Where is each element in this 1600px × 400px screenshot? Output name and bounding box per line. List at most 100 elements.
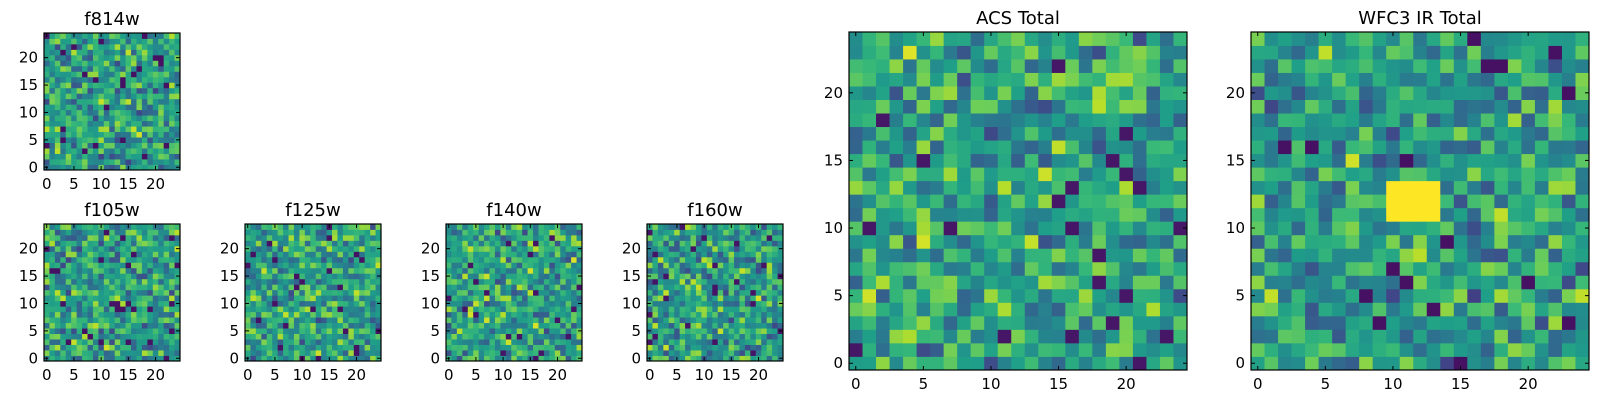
pixel-cell xyxy=(706,344,713,351)
pixel-cell xyxy=(310,350,317,356)
pixel-cell xyxy=(744,322,751,329)
pixel-cell xyxy=(467,295,474,302)
pixel-cell xyxy=(772,234,778,241)
pixel-cell xyxy=(723,273,729,280)
pixel-cell xyxy=(701,333,708,340)
pixel-cell xyxy=(1051,342,1066,357)
pixel-cell xyxy=(706,317,713,324)
pixel-cell xyxy=(657,322,664,329)
pixel-cell xyxy=(668,344,675,351)
pixel-cell xyxy=(761,344,768,351)
pixel-cell xyxy=(65,93,72,100)
pixel-cell xyxy=(152,328,159,334)
pixel-cell xyxy=(54,355,61,362)
pixel-cell xyxy=(484,344,490,351)
pixel-cell xyxy=(136,306,143,313)
pixel-cell xyxy=(876,221,890,236)
pixel-cell xyxy=(114,60,121,67)
pixel-cell xyxy=(141,38,148,45)
pixel-cell xyxy=(1119,180,1134,195)
pixel-cell xyxy=(114,120,121,127)
pixel-cell xyxy=(288,339,295,345)
pixel-cell xyxy=(364,328,371,334)
pixel-cell xyxy=(1507,221,1522,236)
pixel-cell xyxy=(739,284,746,291)
pixel-cell xyxy=(1386,329,1401,344)
pixel-cell xyxy=(1119,153,1134,168)
pixel-cell xyxy=(478,344,485,351)
pixel-cell xyxy=(1291,167,1306,182)
pixel-cell xyxy=(533,295,539,302)
pixel-cell xyxy=(728,234,735,241)
pixel-cell xyxy=(1575,59,1590,73)
pixel-cell xyxy=(1173,113,1188,128)
pixel-cell xyxy=(849,315,863,330)
pixel-cell xyxy=(49,93,56,100)
pixel-cell xyxy=(889,288,904,303)
pixel-cell xyxy=(76,350,83,356)
pixel-cell xyxy=(163,273,170,280)
pixel-cell xyxy=(353,234,360,241)
pixel-cell xyxy=(734,311,740,318)
pixel-cell xyxy=(1011,72,1026,87)
pixel-cell xyxy=(543,256,550,263)
pixel-cell xyxy=(158,245,165,252)
y-tick-label: 20 xyxy=(19,240,38,258)
pixel-cell xyxy=(125,93,132,100)
pixel-cell xyxy=(1146,248,1161,263)
pixel-cell xyxy=(359,240,366,247)
pixel-cell xyxy=(245,278,251,285)
pixel-cell xyxy=(560,322,567,329)
pixel-cell xyxy=(131,262,137,269)
pixel-cell xyxy=(1305,315,1319,330)
pixel-cell xyxy=(310,328,317,334)
pixel-cell xyxy=(862,194,877,209)
pixel-cell xyxy=(147,350,154,356)
pixel-cell xyxy=(255,240,262,247)
pixel-cell xyxy=(876,275,890,290)
pixel-cell xyxy=(522,328,528,334)
pixel-cell xyxy=(467,328,474,334)
pixel-cell xyxy=(54,131,61,138)
pixel-cell xyxy=(706,234,713,241)
pixel-cell xyxy=(489,300,496,307)
pixel-cell xyxy=(1345,234,1360,249)
pixel-cell xyxy=(152,104,159,111)
pixel-cell xyxy=(1132,99,1147,114)
pixel-cell xyxy=(1359,315,1374,330)
pixel-cell xyxy=(49,245,56,252)
pixel-cell xyxy=(136,350,143,356)
pixel-cell xyxy=(744,240,751,247)
pixel-cell xyxy=(473,284,480,291)
pixel-cell xyxy=(685,251,691,258)
pixel-cell xyxy=(98,54,105,61)
pixel-cell xyxy=(1119,261,1134,276)
pixel-cell xyxy=(60,49,67,56)
pixel-cell xyxy=(1318,153,1333,168)
pixel-cell xyxy=(1119,45,1134,60)
pixel-cell xyxy=(494,322,501,329)
pixel-cell xyxy=(1345,180,1360,195)
pixel-cell xyxy=(158,295,165,302)
pixel-cell xyxy=(462,355,469,362)
pixel-cell xyxy=(1440,72,1455,87)
pixel-cell xyxy=(76,49,83,56)
pixel-cell xyxy=(1548,45,1563,60)
pixel-cell xyxy=(71,82,78,89)
pixel-cell xyxy=(92,234,99,241)
pixel-cell xyxy=(136,164,143,171)
pixel-cell xyxy=(1332,207,1347,222)
pixel-cell xyxy=(1038,275,1053,290)
pixel-cell xyxy=(109,131,116,138)
pixel-cell xyxy=(674,295,681,302)
pixel-cell xyxy=(114,104,121,111)
pixel-cell xyxy=(261,333,268,340)
pixel-cell xyxy=(1372,248,1387,263)
pixel-cell xyxy=(1575,167,1590,182)
pixel-cell xyxy=(103,126,110,133)
y-tick-label: 20 xyxy=(220,240,239,258)
pixel-cell xyxy=(304,284,311,291)
pixel-cell xyxy=(478,289,485,296)
pixel-cell xyxy=(766,234,773,241)
